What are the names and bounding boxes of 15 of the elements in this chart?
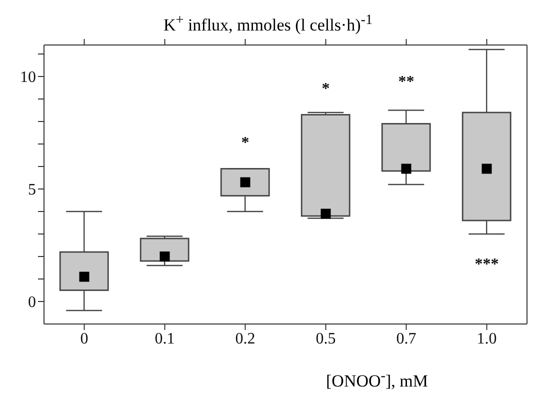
- annotation: **: [398, 74, 414, 91]
- x-tick-label: 0.2: [235, 330, 256, 348]
- x-tick-label: 0.7: [396, 330, 416, 348]
- x-tick-label: 0.1: [154, 330, 175, 348]
- y-tick-label: 10: [20, 69, 36, 86]
- x-tick-label: 0.5: [316, 330, 336, 348]
- x-tick-label: 1.0: [476, 330, 497, 348]
- chart-title: K$^{+}$ influx, mmoles (l cells·h)$^{-1}$: [162, 12, 374, 36]
- y-tick-label: 0: [28, 294, 36, 312]
- annotation: *: [241, 134, 250, 152]
- y-tick-label: 5: [28, 182, 36, 199]
- x-axis-title: [ONOO$^{-}$], mM: [326, 368, 428, 392]
- annotation: *: [322, 80, 330, 98]
- x-tick-label: 0: [80, 330, 88, 348]
- annotation: ***: [474, 256, 499, 273]
